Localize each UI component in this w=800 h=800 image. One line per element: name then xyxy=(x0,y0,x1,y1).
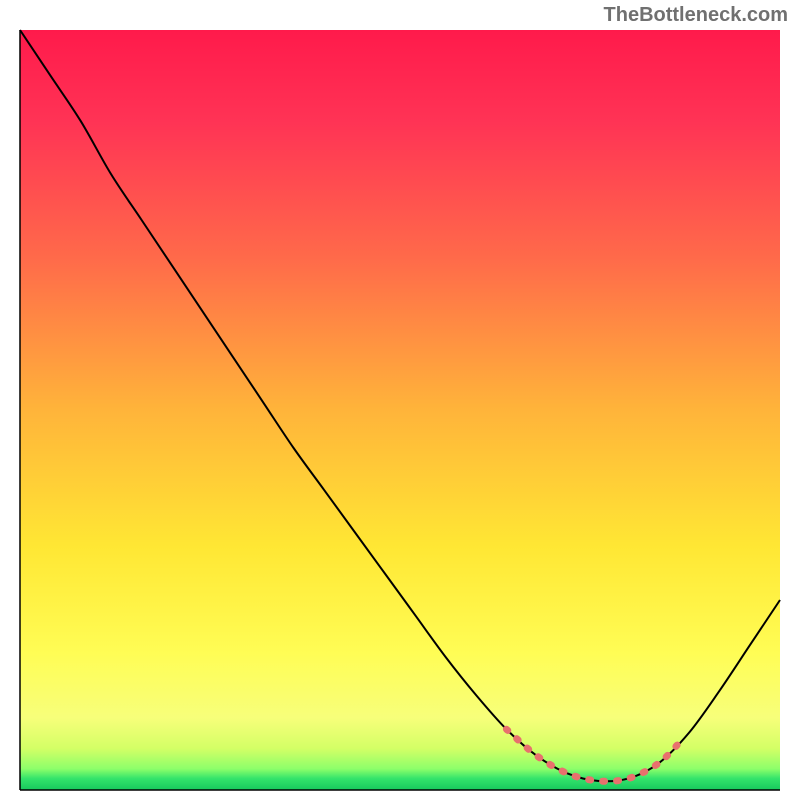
chart-svg xyxy=(0,0,800,800)
gradient-background xyxy=(20,30,780,790)
watermark-text: TheBottleneck.com xyxy=(604,4,788,27)
chart-container: TheBottleneck.com xyxy=(0,0,800,800)
